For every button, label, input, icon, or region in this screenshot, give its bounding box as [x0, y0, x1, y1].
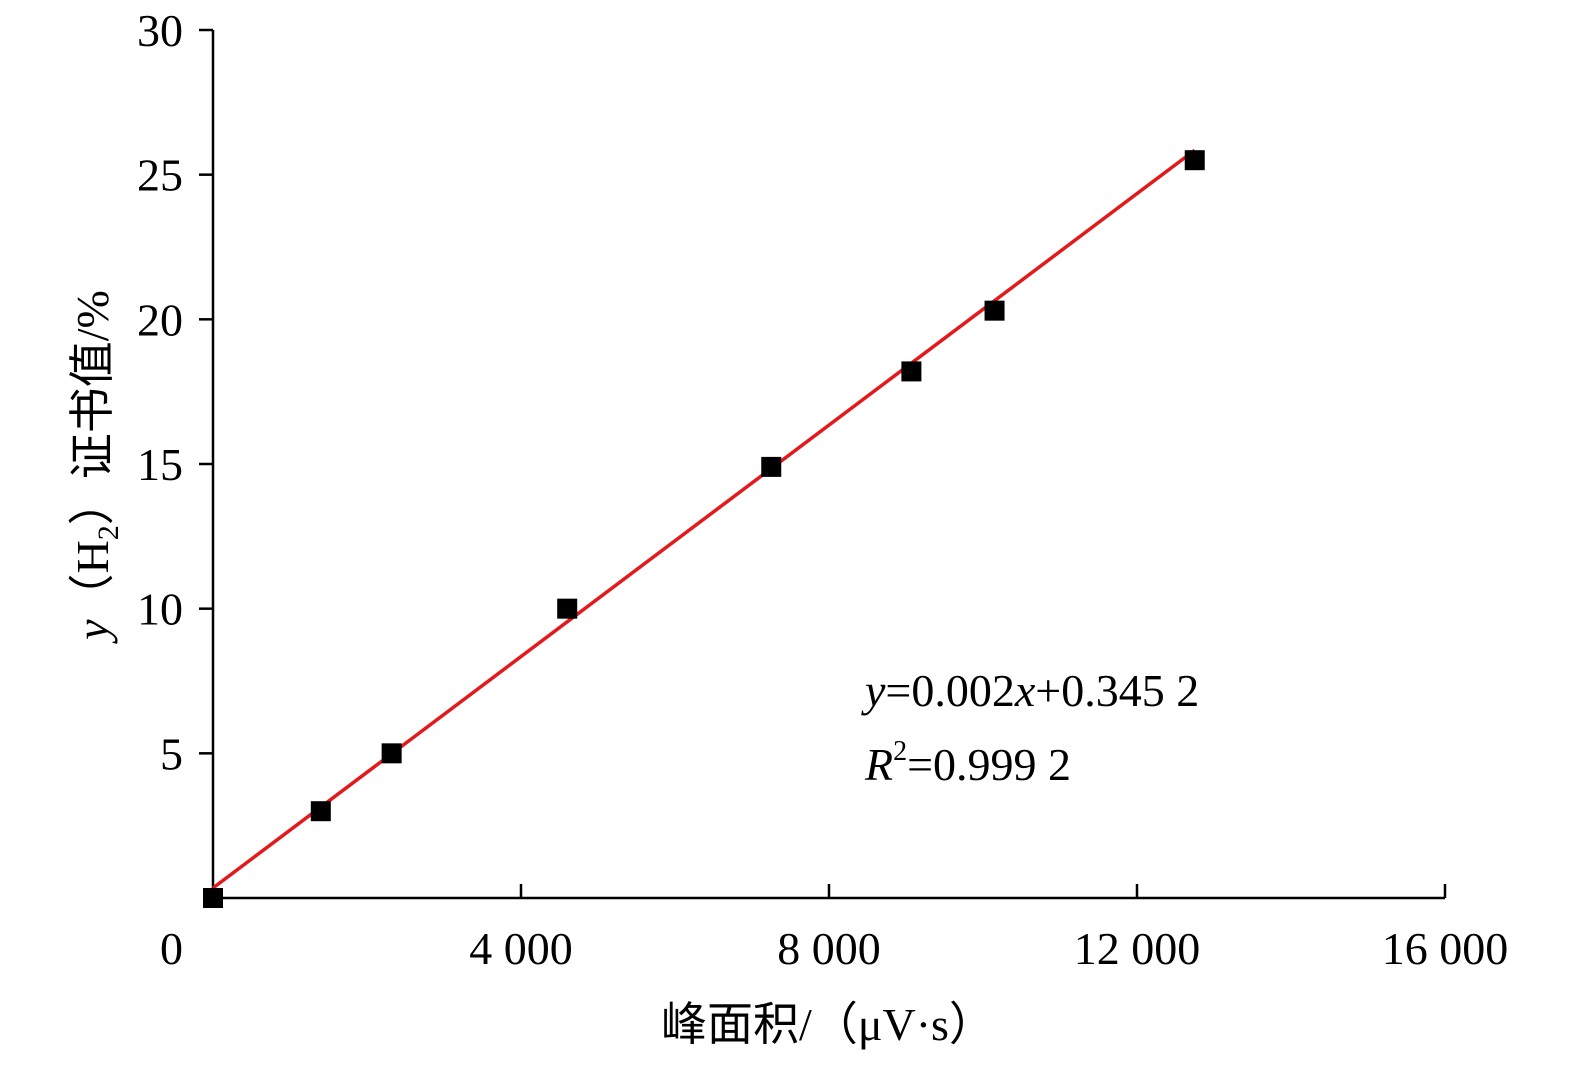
- x-tick-label: 16 000: [1382, 923, 1509, 974]
- y-tick-label: 10: [137, 584, 183, 635]
- data-point: [761, 456, 782, 477]
- data-points: [203, 150, 1205, 908]
- x-tick-label: 8 000: [777, 923, 881, 974]
- y-tick-label: 15: [137, 439, 183, 490]
- x-tick-label: 12 000: [1074, 923, 1201, 974]
- x-tick-label: 0: [160, 923, 183, 974]
- data-point: [310, 801, 331, 822]
- y-axis-title: y（H2）证书值/%: [67, 290, 125, 644]
- y-tick-label: 25: [137, 150, 183, 201]
- x-axis-title: 峰面积/（μV·s）: [661, 999, 995, 1050]
- y-tick-label: 20: [137, 294, 183, 345]
- fit-line-group: [211, 148, 1196, 890]
- fit-line: [211, 148, 1196, 890]
- x-tick-label: 4 000: [469, 923, 573, 974]
- y-tick-label: 5: [160, 728, 183, 779]
- regression-equation: y=0.002x+0.345 2: [861, 665, 1199, 716]
- data-point: [381, 743, 402, 764]
- y-tick-label: 30: [137, 5, 183, 56]
- r-squared: R2=0.999 2: [864, 736, 1071, 790]
- data-point: [557, 598, 578, 619]
- data-point: [901, 361, 922, 382]
- data-point: [984, 300, 1005, 321]
- data-point: [203, 888, 223, 908]
- data-point: [1184, 150, 1205, 171]
- axes: 5 10 15 20 25 30 0 4 000 8 000 12 000 16 000: [137, 5, 1508, 974]
